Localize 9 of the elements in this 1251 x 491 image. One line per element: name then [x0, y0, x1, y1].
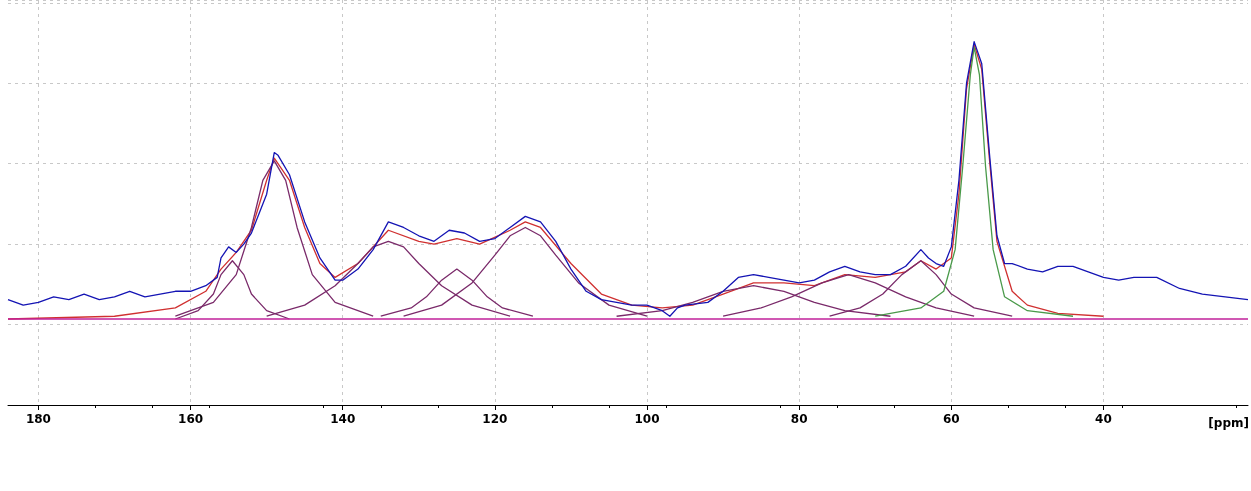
x-tick-label: 60 — [942, 412, 960, 426]
x-tick-label: 80 — [790, 412, 808, 426]
x-tick-label: 40 — [1095, 412, 1112, 426]
x-axis-title: [ppm] — [1208, 416, 1249, 430]
x-tick-label: 160 — [178, 412, 204, 426]
x-tick-label: 100 — [634, 412, 660, 426]
x-tick-label: 140 — [330, 412, 356, 426]
x-tick-label: 180 — [25, 412, 51, 426]
x-tick-label: 120 — [482, 412, 508, 426]
